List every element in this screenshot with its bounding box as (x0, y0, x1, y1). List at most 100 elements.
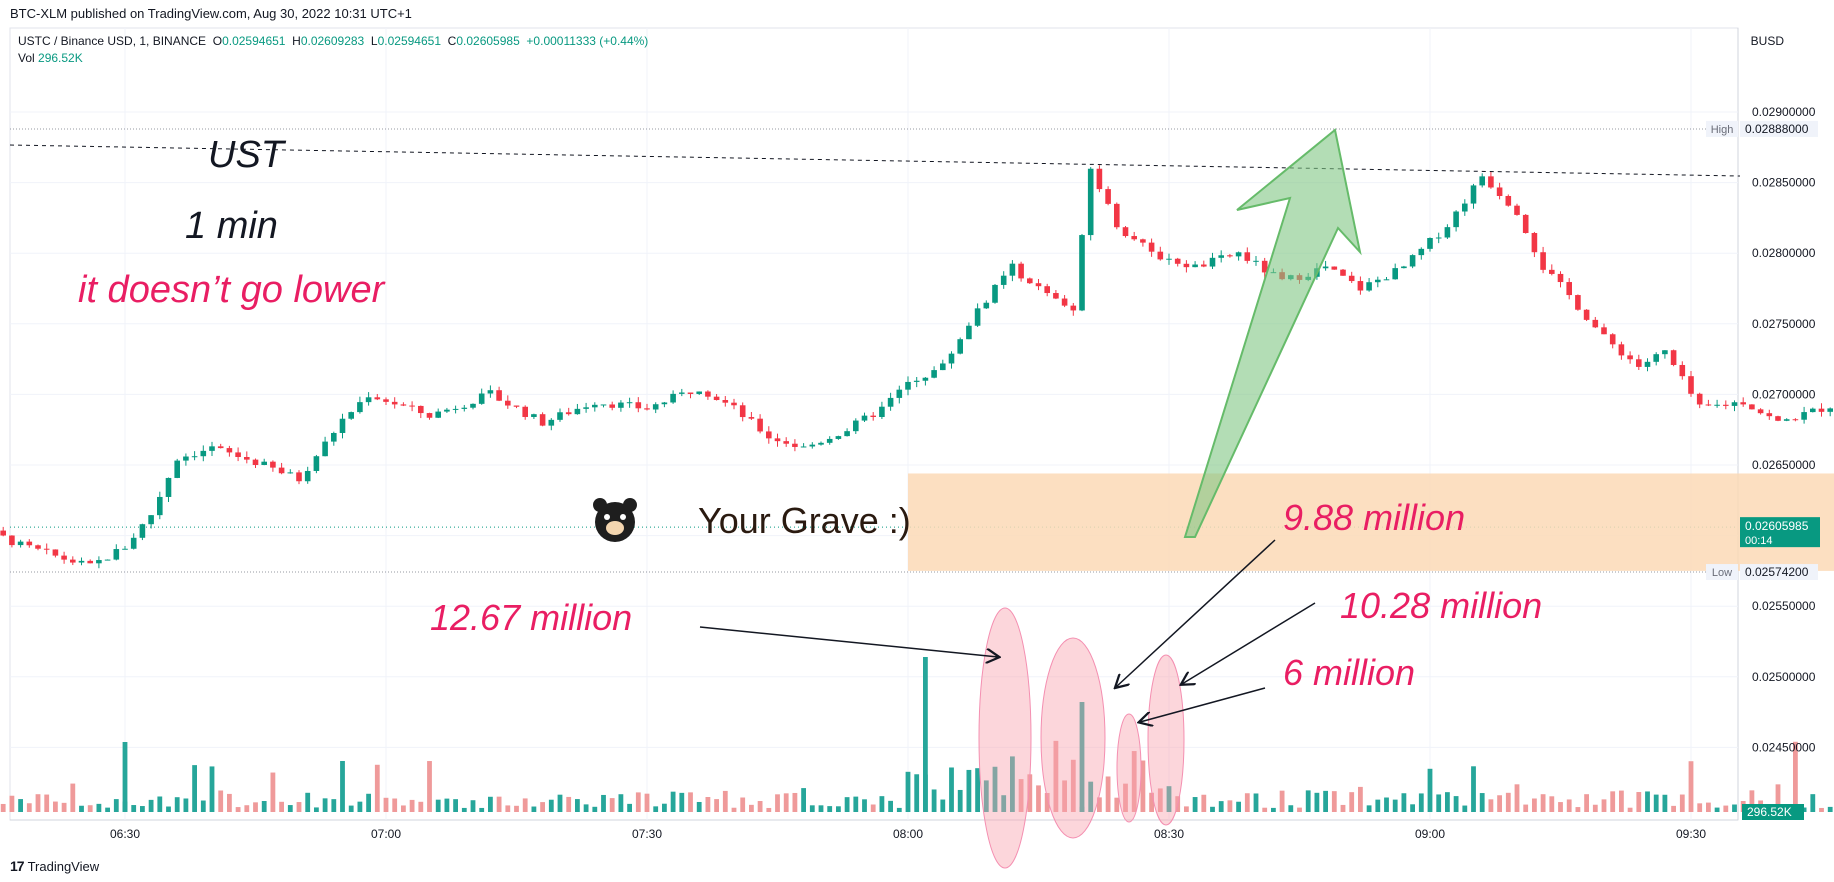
volume-highlight (1116, 713, 1142, 823)
volume-highlight (1147, 654, 1185, 826)
candle-body (1000, 275, 1007, 285)
candle-body (0, 530, 6, 536)
candle-body (1348, 275, 1355, 282)
candle-body (157, 496, 163, 516)
candle-body (17, 541, 24, 546)
candle-body (1366, 282, 1372, 291)
low-tag-bg (1706, 564, 1738, 581)
volume-bar (305, 792, 311, 812)
candle-body (670, 393, 676, 403)
volume-bar (1810, 794, 1816, 812)
candle-body (1340, 269, 1346, 276)
volume-bar (688, 792, 693, 812)
candle-body (461, 407, 468, 409)
volume-value: 296.52K (38, 51, 83, 65)
candle-body (1140, 239, 1146, 243)
candle-body (87, 560, 93, 564)
volume-bar (1210, 806, 1215, 812)
candle-body (1644, 361, 1651, 367)
candlesticks (0, 165, 1833, 569)
volume-bar (488, 796, 493, 812)
volume-bar (1114, 797, 1120, 812)
volume-bar (1619, 790, 1624, 812)
candle-body (1209, 257, 1216, 267)
candle-body (809, 444, 816, 447)
time-tick-label: 08:30 (1154, 827, 1184, 841)
candle-body (278, 467, 285, 474)
price-tick-label: 0.02550000 (1752, 599, 1816, 613)
candle-body (261, 461, 267, 465)
volume-bar (1749, 790, 1755, 812)
volume-bar (679, 792, 685, 812)
price-axis[interactable]: 0.02900000 0.02850000 0.02800000 0.02750000… (1706, 105, 1820, 820)
volume-bar (1645, 791, 1650, 812)
open-value: 0.02594651 (222, 34, 286, 48)
volume-bar (1532, 798, 1537, 812)
volume-bars (0, 657, 1833, 812)
volume-bar (1236, 801, 1241, 812)
candle-body (304, 470, 311, 482)
volume-bar (1610, 791, 1616, 812)
candle-body (661, 402, 668, 405)
candle-body (1636, 359, 1642, 367)
candle-body (618, 402, 624, 408)
volume-bar (757, 801, 763, 812)
candle-body (696, 391, 702, 394)
candle-body (1505, 195, 1512, 206)
candle-body (1688, 376, 1694, 394)
volume-note-1: 12.67 million (430, 597, 632, 638)
volume-bar (1410, 804, 1415, 812)
currency-label: BUSD (1750, 34, 1784, 48)
claim-label: it doesn’t go lower (78, 269, 386, 311)
last-price-badge (1740, 517, 1820, 548)
volume-bar (566, 796, 572, 812)
volume-bar (653, 806, 659, 812)
volume-bar (105, 807, 110, 812)
volume-bar (1714, 807, 1720, 812)
candle-body (1583, 309, 1590, 320)
candle-body (418, 405, 424, 414)
change-value: +0.00011333 (+0.44%) (526, 34, 649, 48)
volume-note-2: 9.88 million (1283, 497, 1465, 538)
volume-bar (1123, 783, 1128, 812)
candle-body (1096, 168, 1103, 190)
time-tick-label: 09:00 (1415, 827, 1445, 841)
volume-bar (79, 805, 84, 812)
volume-bar (279, 801, 284, 812)
volume-bar (435, 799, 441, 812)
volume-bar (87, 805, 93, 812)
candle-body (1079, 235, 1085, 311)
time-axis[interactable]: 06:3007:0007:3008:0008:3009:0009:3010:00… (110, 827, 1834, 841)
volume-bar (1540, 794, 1546, 812)
symbol-legend[interactable]: USTC / Binance USD, 1, BINANCE O0.025946… (18, 34, 648, 48)
volume-bar (966, 769, 972, 812)
volume-bar (1549, 796, 1555, 812)
volume-bar (1775, 784, 1781, 812)
volume-bar (44, 794, 50, 812)
candle-body (1183, 263, 1190, 268)
volume-bar (1227, 800, 1233, 812)
high-value-label: 0.02888000 (1745, 122, 1809, 136)
volume-legend[interactable]: Vol 296.52K (18, 51, 83, 65)
volume-bar (531, 806, 537, 812)
close-label: C (447, 34, 457, 48)
volume-bar (1558, 802, 1563, 812)
candle-body (1035, 283, 1042, 287)
volume-bar (200, 800, 206, 812)
candle-body (1775, 416, 1781, 421)
candle-body (1792, 419, 1799, 421)
candle-body (470, 403, 476, 408)
volume-bar (1340, 804, 1346, 812)
candle-body (287, 472, 294, 474)
candle-body (61, 555, 67, 560)
volume-bar (348, 805, 354, 812)
tradingview-footer[interactable]: 17 TradingView (10, 858, 99, 874)
candle-body (313, 456, 320, 471)
volume-spike (122, 742, 128, 812)
volume-note-3: 10.28 million (1340, 585, 1542, 626)
volume-bar (1027, 774, 1033, 812)
volume-bar (1505, 792, 1511, 812)
volume-bar (218, 790, 224, 812)
low-value-bg (1740, 564, 1818, 581)
